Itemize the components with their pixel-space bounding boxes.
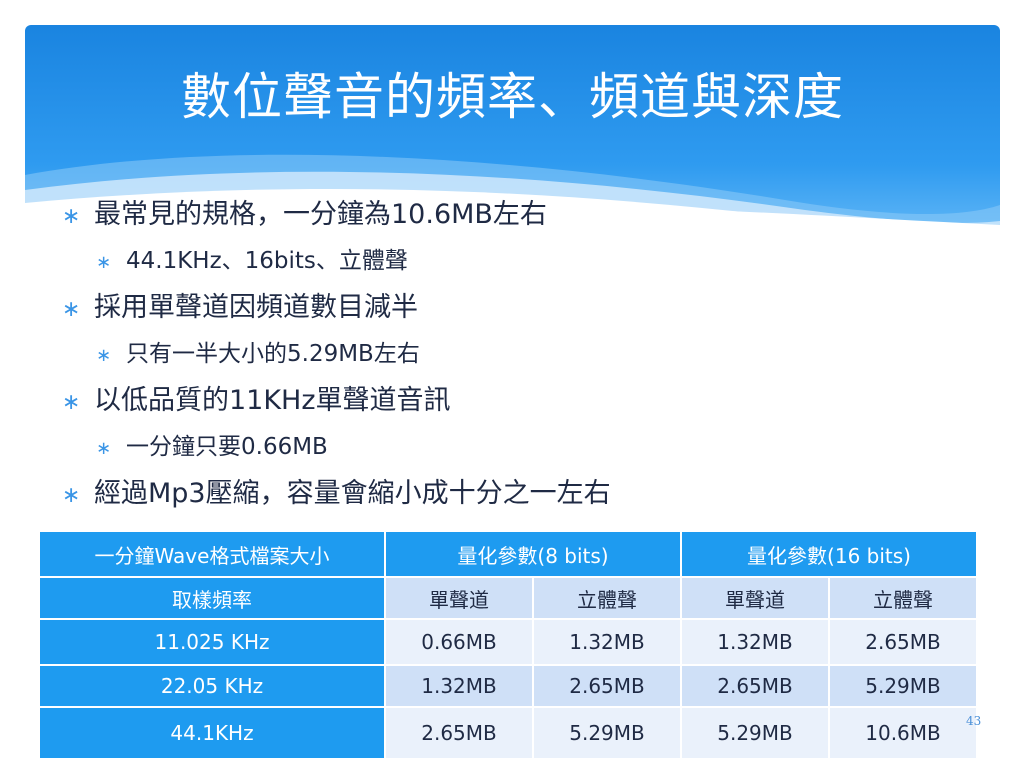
table-subheader-cell: 單聲道 [384,576,534,620]
title-banner [25,25,1000,225]
file-size-table: 一分鐘Wave格式檔案大小 量化參數(8 bits) 量化參數(16 bits)… [38,530,979,760]
asterisk-bullet-icon: ∗ [62,204,81,229]
bullet-item: ∗ 採用單聲道因頻道數目減半 [62,293,962,323]
slide-title: 數位聲音的頻率、頻道與深度 [181,68,844,126]
table-subheader-cell: 立體聲 [828,576,979,620]
table-cell: 22.05 KHz [38,664,386,708]
bullet-text: 採用單聲道因頻道數目減半 [94,292,418,323]
bullet-text: 只有一半大小的5.29MB左右 [126,341,420,367]
asterisk-bullet-icon: ∗ [62,297,81,322]
bullet-item: ∗ 以低品質的11KHz單聲道音訊 [62,386,962,416]
table-cell: 11.025 KHz [38,618,386,666]
banner-wave-graphic [25,25,1000,225]
sub-bullet-item: ∗ 44.1KHz、16bits、立體聲 [62,248,962,274]
bullet-text: 一分鐘只要0.66MB [126,434,328,460]
asterisk-bullet-icon: ∗ [62,390,81,415]
table-cell: 2.65MB [531,664,683,708]
asterisk-bullet-icon: ∗ [62,483,81,508]
table-cell: 10.6MB [828,706,979,760]
bullet-item: ∗ 最常見的規格，一分鐘為10.6MB左右 [62,200,962,230]
table-cell: 5.29MB [828,664,979,708]
bullet-text: 以低品質的11KHz單聲道音訊 [94,385,451,416]
bullet-text: 44.1KHz、16bits、立體聲 [126,248,408,274]
sub-bullet-item: ∗ 一分鐘只要0.66MB [62,434,962,460]
table-row: 22.05 KHz 1.32MB 2.65MB 2.65MB 5.29MB [38,664,979,708]
table-header-cell: 一分鐘Wave格式檔案大小 [38,530,386,578]
table-cell: 44.1KHz [38,706,386,760]
table-cell: 5.29MB [531,706,683,760]
table-row: 44.1KHz 2.65MB 5.29MB 5.29MB 10.6MB [38,706,979,760]
table-subheader-row: 取樣頻率 單聲道 立體聲 單聲道 立體聲 [38,576,979,620]
bullet-item: ∗ 經過Mp3壓縮，容量會縮小成十分之一左右 [62,479,962,509]
table-cell: 5.29MB [680,706,831,760]
table-cell: 2.65MB [384,706,534,760]
table-row: 11.025 KHz 0.66MB 1.32MB 1.32MB 2.65MB [38,618,979,666]
table-cell: 1.32MB [680,618,831,666]
table-subheader-cell: 立體聲 [531,576,683,620]
table-header-cell: 量化參數(8 bits) [383,530,683,578]
table-cell: 2.65MB [680,664,831,708]
table-subheader-cell: 取樣頻率 [38,576,386,620]
table-cell: 1.32MB [531,618,683,666]
table-cell: 1.32MB [384,664,534,708]
bullet-list: ∗ 最常見的規格，一分鐘為10.6MB左右 ∗ 44.1KHz、16bits、立… [62,200,962,527]
asterisk-bullet-icon: ∗ [96,345,112,366]
table-subheader-cell: 單聲道 [680,576,831,620]
asterisk-bullet-icon: ∗ [96,438,112,459]
page-number: 43 [966,714,982,728]
table-header-row: 一分鐘Wave格式檔案大小 量化參數(8 bits) 量化參數(16 bits) [38,530,979,578]
table-cell: 0.66MB [384,618,534,666]
asterisk-bullet-icon: ∗ [96,252,112,273]
table-header-cell: 量化參數(16 bits) [680,530,979,578]
sub-bullet-item: ∗ 只有一半大小的5.29MB左右 [62,341,962,367]
bullet-text: 經過Mp3壓縮，容量會縮小成十分之一左右 [94,478,611,509]
bullet-text: 最常見的規格，一分鐘為10.6MB左右 [94,199,547,230]
table-cell: 2.65MB [828,618,979,666]
